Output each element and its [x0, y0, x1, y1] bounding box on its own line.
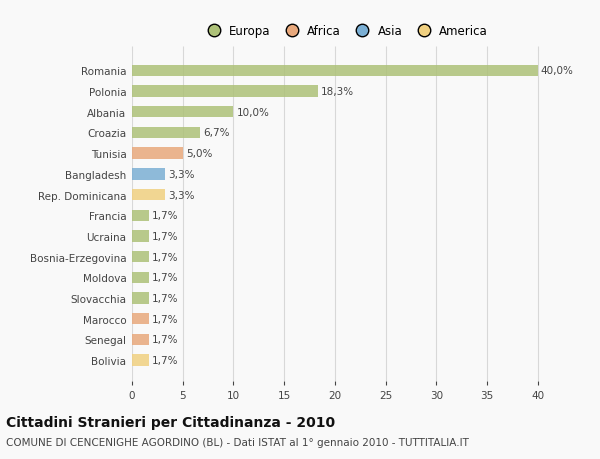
Bar: [132, 293, 149, 304]
Text: Cittadini Stranieri per Cittadinanza - 2010: Cittadini Stranieri per Cittadinanza - 2…: [6, 415, 335, 429]
Text: 3,3%: 3,3%: [169, 190, 195, 200]
Bar: [132, 190, 166, 201]
Text: 18,3%: 18,3%: [320, 87, 354, 97]
Text: 1,7%: 1,7%: [152, 211, 179, 221]
Bar: [132, 252, 149, 263]
Text: 40,0%: 40,0%: [541, 66, 574, 76]
Bar: [132, 272, 149, 283]
Bar: [132, 128, 200, 139]
Bar: [132, 355, 149, 366]
Bar: [132, 169, 166, 180]
Text: 10,0%: 10,0%: [236, 107, 269, 118]
Bar: [132, 334, 149, 345]
Text: 5,0%: 5,0%: [186, 149, 212, 159]
Bar: [132, 86, 317, 97]
Text: 1,7%: 1,7%: [152, 335, 179, 345]
Text: 1,7%: 1,7%: [152, 314, 179, 324]
Text: 1,7%: 1,7%: [152, 231, 179, 241]
Bar: [132, 148, 183, 159]
Text: 1,7%: 1,7%: [152, 273, 179, 283]
Text: 1,7%: 1,7%: [152, 293, 179, 303]
Bar: [132, 210, 149, 221]
Bar: [132, 231, 149, 242]
Text: COMUNE DI CENCENIGHE AGORDINO (BL) - Dati ISTAT al 1° gennaio 2010 - TUTTITALIA.: COMUNE DI CENCENIGHE AGORDINO (BL) - Dat…: [6, 437, 469, 447]
Legend: Europa, Africa, Asia, America: Europa, Africa, Asia, America: [197, 20, 493, 42]
Bar: [132, 66, 538, 77]
Text: 1,7%: 1,7%: [152, 252, 179, 262]
Text: 1,7%: 1,7%: [152, 355, 179, 365]
Bar: [132, 313, 149, 325]
Text: 6,7%: 6,7%: [203, 128, 229, 138]
Text: 3,3%: 3,3%: [169, 169, 195, 179]
Bar: [132, 107, 233, 118]
